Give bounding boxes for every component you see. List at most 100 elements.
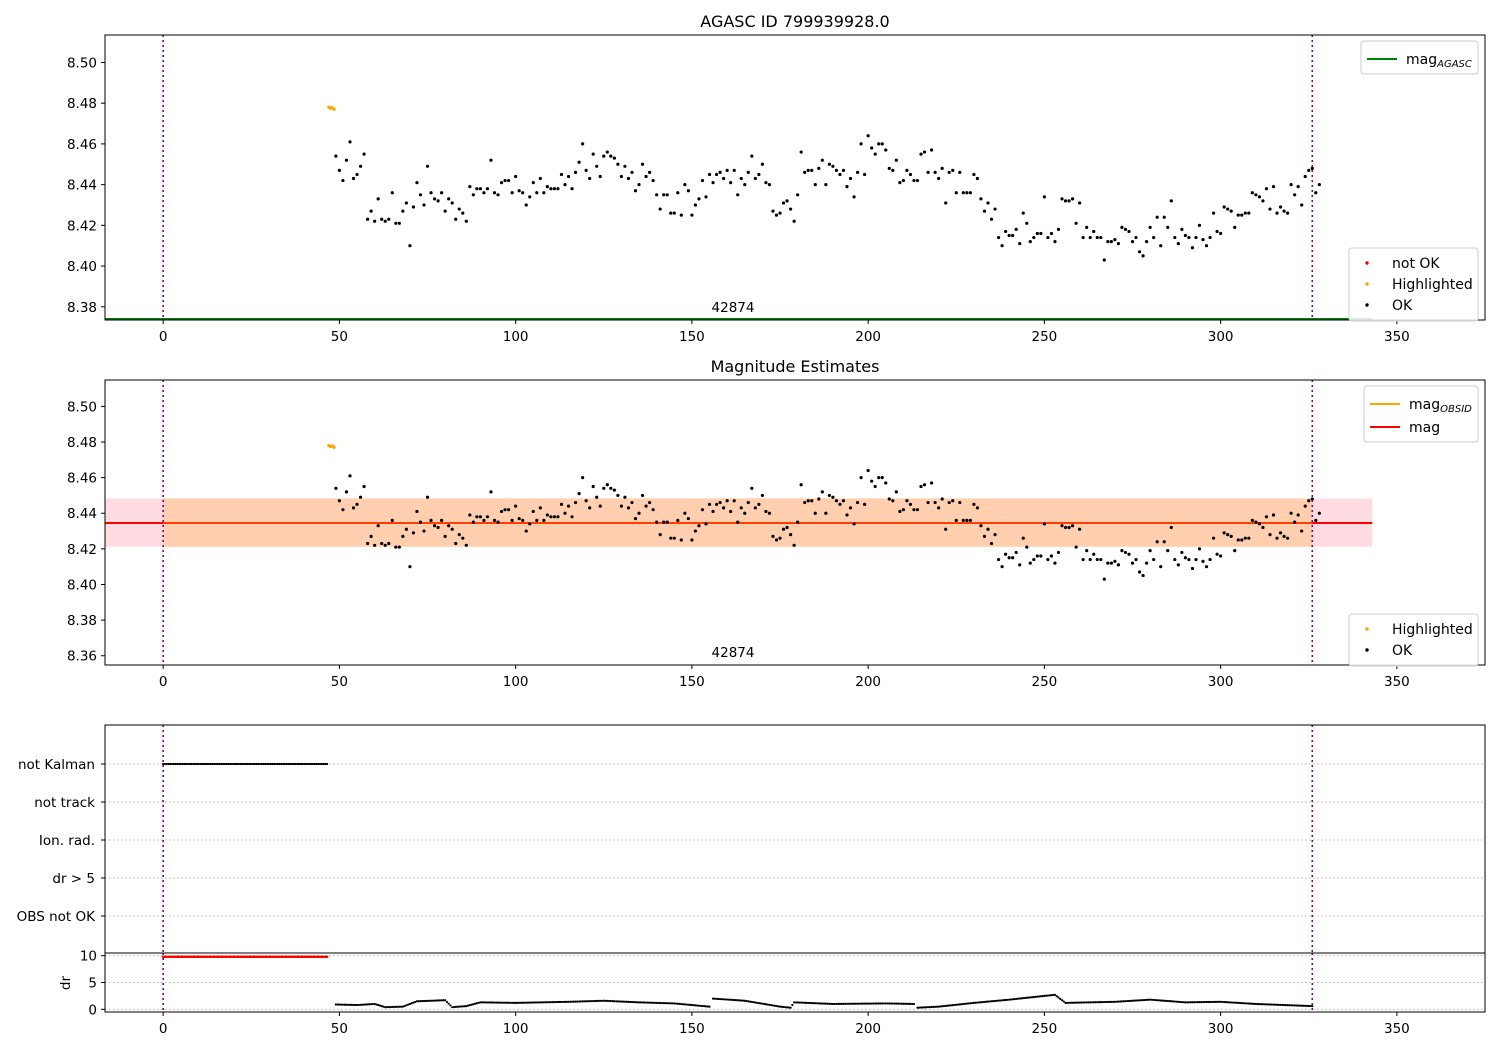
dr-point (999, 999, 1002, 1002)
agasc-ok-point (1229, 209, 1233, 213)
magnitude-ok-point (559, 502, 564, 506)
magnitude-ok-point (1060, 524, 1064, 528)
dr-point (1036, 995, 1039, 998)
magnitude-ok-point (602, 486, 606, 490)
dr-point (879, 1002, 882, 1005)
magnitude-ok-point (542, 518, 546, 522)
magnitude-ok-point (961, 518, 965, 522)
agasc-ok-point (517, 189, 521, 193)
dr-point (768, 1003, 771, 1006)
magnitude-ok-point (1127, 552, 1131, 556)
dr-point (1029, 996, 1032, 999)
dr-point (1067, 1001, 1071, 1004)
agasc-point-legend-label: OK (1392, 298, 1413, 314)
dr-point (362, 1003, 366, 1006)
magnitude-ok-point (940, 497, 944, 501)
dr-point (699, 1004, 702, 1007)
dr-point (1191, 1001, 1194, 1004)
agasc-ok-point (1046, 235, 1050, 240)
magnitude-ok-point (1032, 557, 1036, 562)
agasc-ok-point (507, 178, 511, 183)
dr-point (636, 1001, 639, 1004)
magnitude-ok-point (1303, 504, 1307, 508)
magnitude-ok-point (863, 502, 867, 506)
agasc-panel-obsid-label: 42874 (712, 300, 755, 316)
agasc-ok-point (1039, 231, 1043, 236)
magnitude-ok-point (898, 509, 902, 514)
dr-point (993, 999, 997, 1003)
magnitude-ok-point (1088, 557, 1092, 562)
magnitude-ok-point (1021, 536, 1025, 540)
agasc-ok-point (1109, 240, 1113, 244)
dr-point (1000, 999, 1004, 1002)
agasc-ok-point (774, 213, 779, 217)
dr-point (861, 1002, 864, 1005)
dr-panel: 0 50 100 150 200 250 300 350 0 5 10 dr (58, 949, 1486, 1037)
dr-point (1208, 1000, 1212, 1004)
dr-point (502, 1001, 505, 1004)
dr-point (951, 1004, 954, 1007)
dr-point (690, 1003, 693, 1007)
magnitude-ok-point (524, 529, 528, 533)
dr-point (750, 1000, 753, 1004)
magnitude-highlighted-point (332, 445, 336, 449)
magnitude-ok-point (366, 541, 370, 546)
agasc-ok-point (739, 176, 743, 181)
not-kalman-flag-point (213, 762, 216, 766)
agasc-x-tick-label: 350 (1384, 329, 1410, 345)
not-kalman-flag-point (237, 762, 241, 766)
dr-point (1041, 994, 1044, 998)
agasc-ok-point (870, 146, 874, 150)
magnitude-line-legend-subscript: OBSID (1440, 404, 1472, 415)
magnitude-ok-point (764, 509, 768, 514)
dr-point (489, 1001, 493, 1004)
dr-point (466, 1004, 470, 1007)
dr-point (826, 1002, 829, 1005)
dr-point (437, 999, 440, 1002)
magnitude-ok-point (404, 527, 408, 531)
magnitude-ok-point (665, 520, 669, 524)
dr-point (891, 1002, 894, 1005)
dr-point (946, 1004, 949, 1007)
magnitude-ok-point (447, 524, 451, 528)
dr-point (519, 1001, 523, 1004)
magnitude-ok-point (454, 541, 458, 546)
magnitude-ok-point (549, 515, 553, 519)
agasc-ok-point (1296, 185, 1300, 189)
dr-point (1106, 1000, 1109, 1004)
agasc-ok-point (436, 199, 440, 203)
dr-point (1025, 996, 1028, 999)
agasc-ok-point (880, 142, 884, 146)
magnitude-ok-point (1229, 534, 1233, 538)
magnitude-ok-point (408, 565, 412, 569)
dr-point (1177, 1000, 1180, 1003)
dr-point (620, 1000, 623, 1003)
not-kalman-flag-point (306, 762, 309, 766)
agasc-ok-point (1053, 240, 1057, 244)
dr-point (1198, 1001, 1201, 1004)
dr-point (496, 1001, 500, 1004)
agasc-ok-point (1282, 209, 1286, 213)
dr-point (1186, 1001, 1189, 1004)
magnitude-ok-point (834, 499, 839, 503)
dr-point (366, 1003, 369, 1006)
dr-point (674, 1002, 678, 1005)
dr-point (1275, 1003, 1279, 1006)
dr-point (472, 1003, 475, 1006)
dr-point (542, 1001, 545, 1004)
magnitude-ok-point (1204, 565, 1209, 569)
dr-point (644, 1001, 648, 1004)
dr-point (1210, 1000, 1213, 1004)
dr-point (1002, 999, 1005, 1002)
dr-point (923, 1006, 926, 1009)
dr-point (1193, 1001, 1196, 1004)
magnitude-ok-point (1300, 529, 1304, 533)
dr-point (607, 999, 611, 1003)
magnitude-panel-frame (104, 379, 1486, 666)
agasc-ok-point (979, 197, 983, 201)
dr-point (960, 1003, 963, 1006)
magnitude-ok-point (394, 545, 398, 549)
agasc-ok-point (767, 183, 772, 187)
dr-point (1071, 1001, 1074, 1004)
dr-point (956, 1003, 960, 1006)
